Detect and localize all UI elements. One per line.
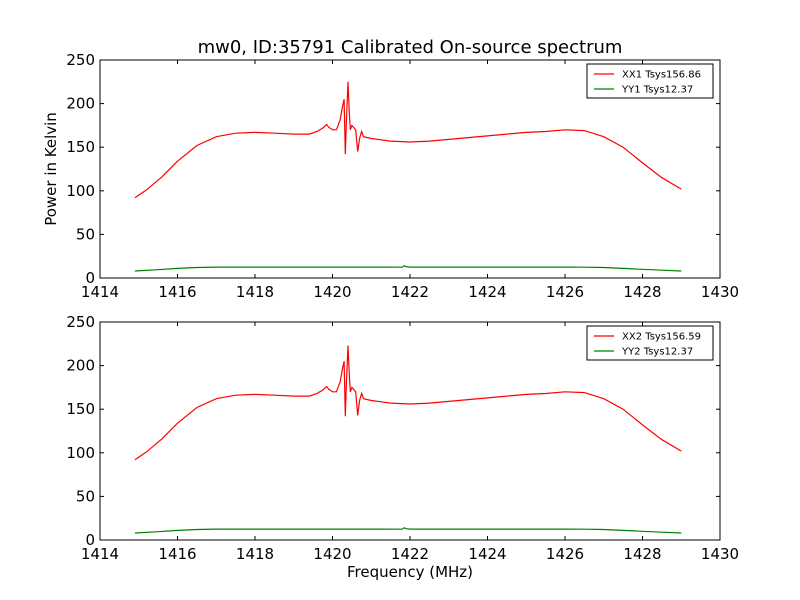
x-tick-label: 1422	[391, 283, 429, 301]
series-line-1	[134, 81, 682, 199]
x-tick-label: 1418	[236, 283, 274, 301]
figure-title: mw0, ID:35791 Calibrated On-source spect…	[198, 37, 623, 58]
y-tick-label: 0	[85, 531, 95, 549]
y-tick-label: 250	[66, 51, 95, 69]
y-tick-label: 0	[85, 269, 95, 287]
legend-box	[586, 325, 714, 361]
legend: XX2 Tsys156.59 YY2 Tsys12.37	[586, 325, 714, 361]
x-tick-label: 1426	[546, 283, 584, 301]
x-tick-label: 1430	[701, 283, 739, 301]
x-tick-label: 1420	[313, 283, 351, 301]
legend-box	[586, 63, 714, 99]
y-tick-label: 200	[66, 357, 95, 375]
y-tick-label: 150	[66, 138, 95, 156]
legend-label-2: YY2 Tsys12.37	[621, 347, 693, 358]
y-tick-label: 250	[66, 313, 95, 331]
x-tick-label: 1430	[701, 545, 739, 563]
x-tick-label: 1416	[158, 545, 196, 563]
x-tick-label: 1428	[623, 283, 661, 301]
y-axis-label: Power in Kelvin	[42, 112, 60, 226]
series-line-2	[134, 527, 682, 534]
y-tick-label: 150	[66, 400, 95, 418]
x-tick-label: 1414	[81, 545, 119, 563]
x-tick-label: 1420	[313, 545, 351, 563]
chart-panel-2: 1414 1416 1418 1420 1422 1424 1426 1428 1430 0 50 1…	[66, 313, 739, 581]
x-tick-label: 1424	[468, 283, 506, 301]
x-tick-label: 1428	[623, 545, 661, 563]
legend-label-1: XX2 Tsys156.59	[622, 332, 701, 343]
chart-panels: 1414 1416 1418 1420 1422 1424 1426 1428 1430 0 50 1…	[42, 51, 739, 581]
x-tick-label: 1418	[236, 545, 274, 563]
series-line-2	[134, 265, 682, 272]
y-tick-label: 100	[66, 444, 95, 462]
x-axis-label: Frequency (MHz)	[347, 563, 473, 581]
x-tick-label: 1416	[158, 283, 196, 301]
y-tick-label: 200	[66, 95, 95, 113]
x-tick-label: 1422	[391, 545, 429, 563]
legend: XX1 Tsys156.86 YY1 Tsys12.37	[586, 63, 714, 99]
x-tick-label: 1414	[81, 283, 119, 301]
legend-label-2: YY1 Tsys12.37	[621, 85, 693, 96]
series-line-1	[134, 345, 682, 461]
legend-label-1: XX1 Tsys156.86	[622, 70, 701, 81]
y-tick-label: 50	[76, 225, 95, 243]
y-tick-label: 100	[66, 182, 95, 200]
x-tick-label: 1424	[468, 545, 506, 563]
x-tick-label: 1426	[546, 545, 584, 563]
y-tick-label: 50	[76, 487, 95, 505]
chart-panel-1: 1414 1416 1418 1420 1422 1424 1426 1428 1430 0 50 1…	[42, 51, 739, 301]
